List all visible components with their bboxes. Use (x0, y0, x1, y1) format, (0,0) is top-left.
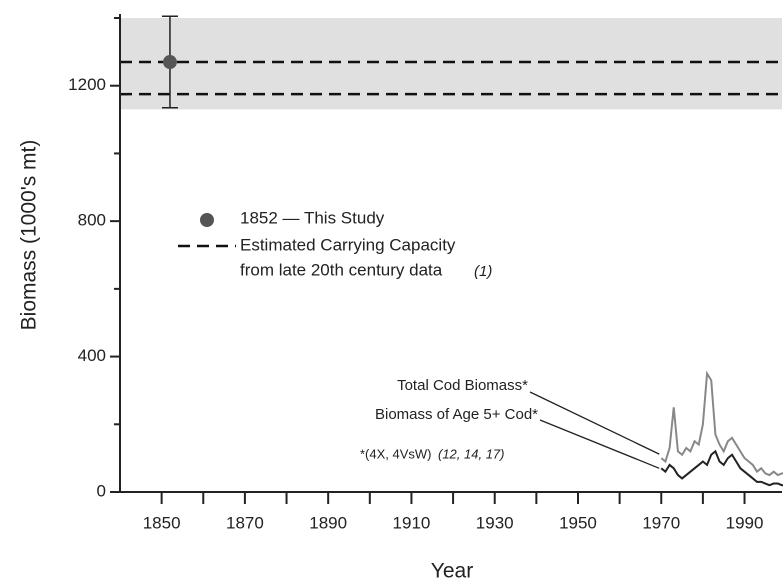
legend-symbol (200, 213, 214, 227)
footnote: *(4X, 4VsW) (360, 446, 432, 461)
x-tick-label: 1930 (476, 513, 514, 532)
y-tick-label: 0 (97, 481, 106, 500)
x-axis-label: Year (431, 560, 473, 583)
legend-label: Estimated Carrying Capacity (240, 235, 456, 254)
legend-ref: (1) (474, 263, 492, 280)
x-tick-label: 1850 (143, 513, 181, 532)
footnote-refs: (12, 14, 17) (438, 446, 505, 461)
leader (539, 419, 660, 469)
y-tick-label: 1200 (68, 75, 106, 94)
legend-label: from late 20th century data (240, 260, 443, 279)
x-tick-label: 1950 (559, 513, 597, 532)
x-tick-label: 1910 (393, 513, 431, 532)
annotation: Total Cod Biomass* (397, 377, 528, 394)
x-tick-label: 1890 (309, 513, 347, 532)
series-line (660, 370, 783, 477)
y-tick-label: 800 (78, 211, 106, 230)
y-tick-label: 400 (78, 346, 106, 365)
annotation: Biomass of Age 5+ Cod* (375, 406, 538, 423)
study-point (162, 55, 177, 70)
x-tick-label: 1870 (226, 513, 264, 532)
series-line (660, 449, 783, 487)
x-tick-label: 1970 (642, 513, 680, 532)
legend-label: 1852 — This Study (240, 208, 385, 227)
x-tick-label: 1990 (726, 513, 764, 532)
leader (529, 391, 660, 455)
y-axis-label: Biomass (1000's mt) (18, 140, 41, 331)
shaded-band (120, 18, 782, 110)
